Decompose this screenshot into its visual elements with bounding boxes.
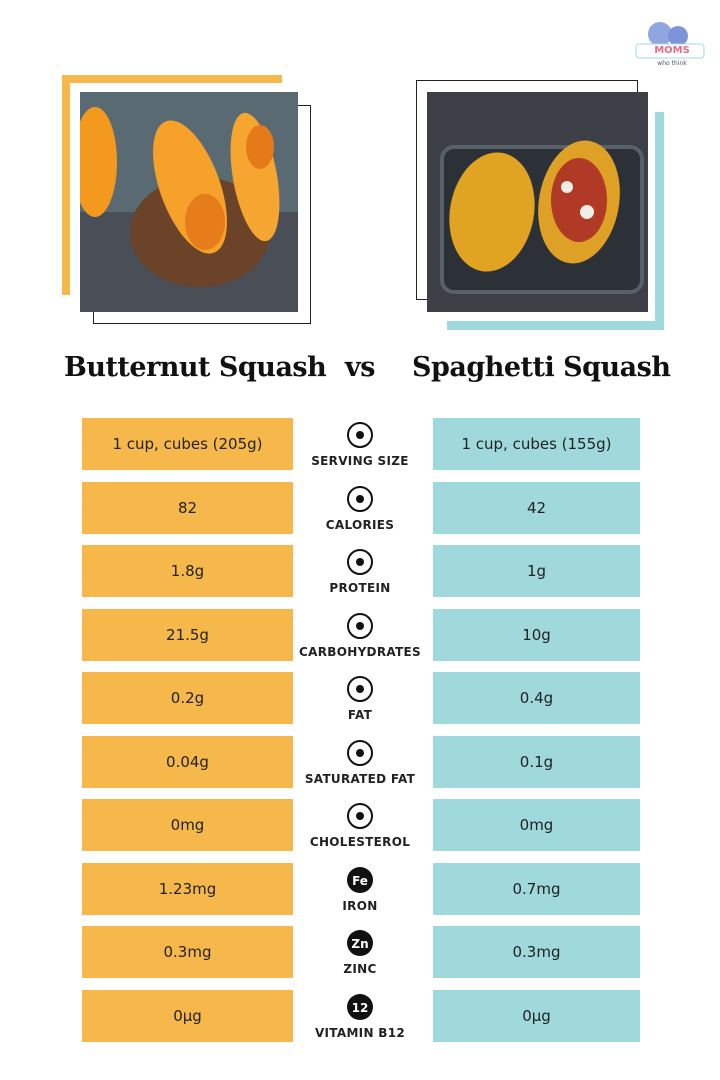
left-value: 21.5g: [82, 608, 293, 661]
spaghetti-photo: [427, 92, 648, 312]
nutrient-icon: [347, 676, 373, 702]
left-value: 1.23mg: [82, 862, 293, 915]
left-value: 82: [82, 481, 293, 534]
left-value: 0mg: [82, 799, 293, 851]
left-value: 0.3mg: [82, 926, 293, 978]
nutrient-label: FAT: [347, 708, 373, 722]
nutrient-icon: [347, 612, 373, 639]
nutrient-label: ZINC: [343, 962, 377, 976]
nutrient-icon: [347, 549, 373, 575]
nutrient-label: CARBOHYDRATES: [299, 644, 421, 659]
frame-accent: [447, 112, 664, 330]
right-heading: Spaghetti Squash: [412, 352, 671, 383]
nutrient-icon: Fe: [347, 866, 373, 893]
nutrient-icon: [347, 485, 373, 512]
nutrient-label: CALORIES: [325, 517, 395, 532]
nutrient-label: CHOLESTEROL: [309, 835, 411, 849]
right-value: 1 cup, cubes (155g): [433, 418, 640, 470]
nutrient-label: SATURATED FAT: [304, 771, 416, 786]
logo-title: MOMS: [654, 45, 690, 56]
right-value: 0.4g: [433, 672, 640, 724]
right-value: 0mg: [433, 799, 640, 851]
logo-art: [635, 22, 705, 59]
nutrient-label: IRON: [342, 898, 378, 913]
icon-text: 12: [352, 1001, 369, 1015]
right-value: 0µg: [433, 989, 640, 1042]
right-value: 0.7mg: [433, 862, 640, 915]
right-value: 0.1g: [433, 735, 640, 788]
logo-tagline: who think: [657, 60, 687, 67]
nutrient-icon: Zn: [347, 930, 373, 956]
butternut-photo: [80, 92, 298, 312]
icon-text: Zn: [351, 937, 368, 951]
nutrient-icon: [347, 739, 373, 766]
icon-text: Fe: [352, 874, 368, 888]
nutrient-icon: 12: [347, 993, 373, 1020]
left-value: 0µg: [82, 989, 293, 1042]
nutrient-icon: [347, 803, 373, 829]
right-value: 0.3mg: [433, 926, 640, 978]
right-value: 1g: [433, 545, 640, 597]
left-heading: Butternut Squash: [64, 352, 327, 383]
nutrient-icon: [347, 422, 373, 448]
vs-heading: vs: [345, 352, 375, 383]
right-value: 42: [433, 481, 640, 534]
right-value: 10g: [433, 608, 640, 661]
nutrient-label: PROTEIN: [329, 581, 391, 595]
left-value: 0.2g: [82, 672, 293, 724]
left-value: 1 cup, cubes (205g): [82, 418, 293, 470]
nutrient-label: SERVING SIZE: [311, 454, 409, 468]
left-value: 0.04g: [82, 735, 293, 788]
nutrient-label: VITAMIN B12: [314, 1025, 406, 1040]
frame-accent: [62, 75, 282, 295]
left-value: 1.8g: [82, 545, 293, 597]
